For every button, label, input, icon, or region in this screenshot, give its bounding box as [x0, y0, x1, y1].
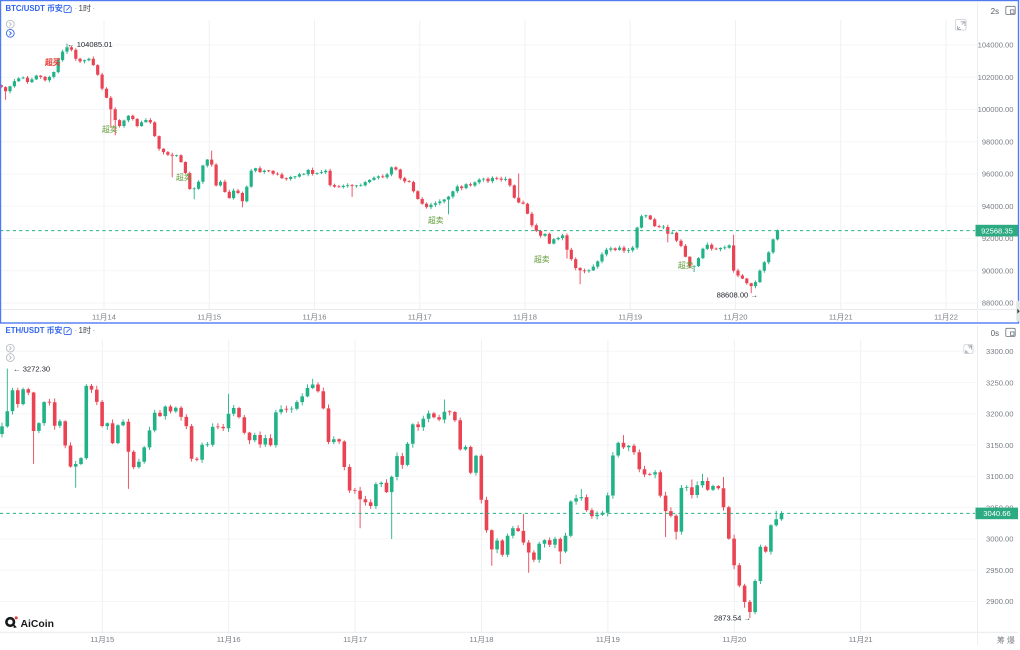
svg-text:11月22: 11月22	[934, 313, 958, 322]
svg-text:102000.00: 102000.00	[978, 73, 1014, 82]
svg-text:98000.00: 98000.00	[982, 137, 1014, 146]
svg-text:BTC/USDT 币安: BTC/USDT 币安	[6, 3, 63, 13]
svg-text:96000.00: 96000.00	[982, 170, 1014, 179]
svg-text:11月18: 11月18	[513, 313, 537, 322]
svg-text:88608.00 →: 88608.00 →	[717, 291, 758, 300]
svg-text:92568.35: 92568.35	[981, 226, 1013, 235]
svg-text:11月14: 11月14	[92, 313, 116, 322]
svg-text:3300.00: 3300.00	[986, 347, 1013, 356]
svg-text:超买: 超买	[44, 57, 61, 67]
svg-text:90000.00: 90000.00	[982, 266, 1014, 275]
svg-text:11月17: 11月17	[343, 635, 367, 644]
svg-text:← 104085.01: ← 104085.01	[67, 40, 113, 49]
svg-text:11月18: 11月18	[470, 635, 494, 644]
svg-text:1时: 1时	[79, 3, 91, 13]
svg-text:100000.00: 100000.00	[978, 105, 1014, 114]
svg-text:2950.00: 2950.00	[986, 566, 1013, 575]
svg-text:3150.00: 3150.00	[986, 441, 1013, 450]
svg-text:ETH/USDT 币安: ETH/USDT 币安	[6, 325, 63, 335]
svg-text:11月21: 11月21	[829, 313, 853, 322]
svg-text:11月17: 11月17	[408, 313, 432, 322]
svg-text:超卖: 超卖	[534, 254, 550, 264]
svg-text:104000.00: 104000.00	[978, 41, 1014, 50]
svg-text:11月15: 11月15	[197, 313, 221, 322]
svg-text:11月21: 11月21	[849, 635, 873, 644]
svg-text:11月19: 11月19	[596, 635, 620, 644]
svg-text:·: ·	[75, 326, 78, 335]
svg-text:3250.00: 3250.00	[986, 378, 1013, 387]
svg-text:3100.00: 3100.00	[986, 472, 1013, 481]
svg-text:超卖: 超卖	[102, 124, 118, 134]
svg-text:1时: 1时	[79, 325, 91, 335]
svg-text:AiCoin: AiCoin	[21, 619, 54, 630]
svg-text:超卖: 超卖	[678, 260, 694, 270]
svg-text:超卖: 超卖	[176, 172, 192, 182]
svg-text:超卖: 超卖	[428, 215, 444, 225]
svg-text:0s: 0s	[991, 329, 999, 338]
svg-text:2s: 2s	[991, 7, 999, 16]
svg-text:88000.00: 88000.00	[982, 299, 1014, 308]
svg-text:·: ·	[75, 4, 78, 13]
svg-text:·: ·	[93, 4, 96, 13]
svg-text:2873.54 →: 2873.54 →	[714, 613, 751, 622]
svg-text:← 3272.30: ← 3272.30	[13, 364, 50, 373]
svg-text:筹 爆: 筹 爆	[997, 635, 1015, 645]
svg-text:11月16: 11月16	[217, 635, 241, 644]
svg-text:11月19: 11月19	[618, 313, 642, 322]
svg-text:11月20: 11月20	[722, 635, 746, 644]
svg-text:3040.66: 3040.66	[983, 509, 1010, 518]
svg-text:3000.00: 3000.00	[986, 535, 1013, 544]
svg-text:92000.00: 92000.00	[982, 234, 1014, 243]
svg-text:3200.00: 3200.00	[986, 410, 1013, 419]
svg-text:·: ·	[93, 326, 96, 335]
svg-text:2900.00: 2900.00	[986, 597, 1013, 606]
svg-text:11月15: 11月15	[90, 635, 114, 644]
svg-text:11月20: 11月20	[724, 313, 748, 322]
svg-text:94000.00: 94000.00	[982, 202, 1014, 211]
svg-text:11月16: 11月16	[303, 313, 327, 322]
